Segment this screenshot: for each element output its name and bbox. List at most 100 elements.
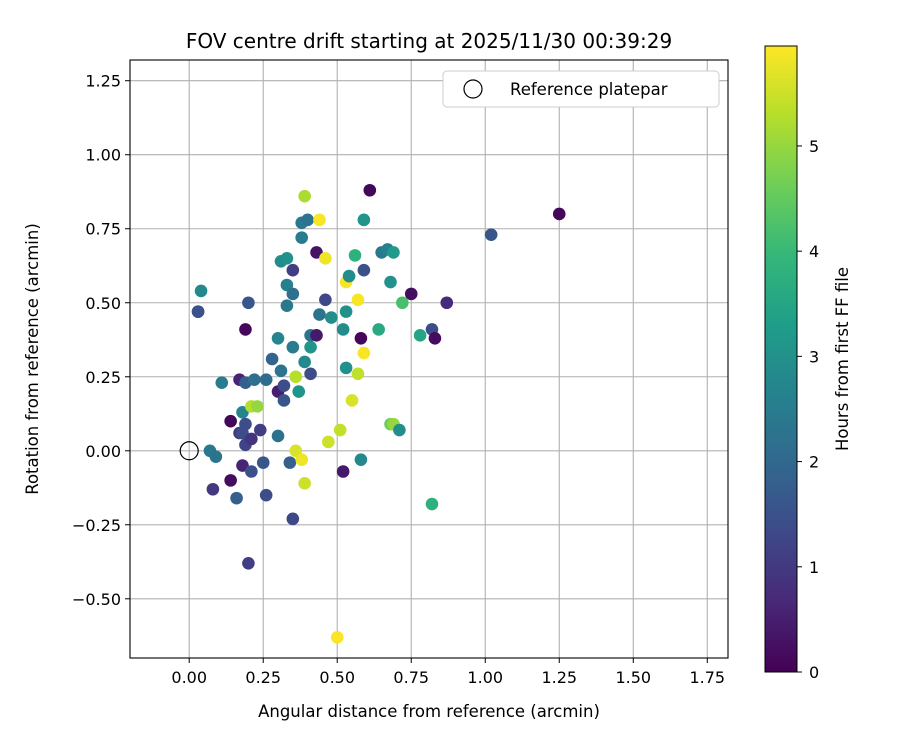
data-point [351,367,365,381]
x-axis-label: Angular distance from reference (arcmin) [258,702,600,721]
x-tick-label: 0.00 [171,668,207,687]
data-point [245,465,258,478]
data-point [224,474,237,487]
data-point [286,340,300,354]
y-tick-label: −0.25 [72,516,121,535]
data-point [339,305,353,318]
data-point [245,432,258,446]
data-point [325,311,338,324]
colorbar-tick-label: 0 [809,663,819,682]
legend-label-reference: Reference platepar [510,80,668,99]
data-point [413,329,427,342]
data-point [253,423,267,437]
data-point [313,213,326,227]
colorbar-tick-label: 1 [809,558,819,577]
data-point [357,346,371,360]
data-point [425,497,439,511]
data-point [224,414,237,428]
y-tick-label: 0.25 [85,368,121,387]
chart-title: FOV centre drift starting at 2025/11/30 … [186,29,672,53]
data-point [304,367,317,381]
y-tick-label: 0.50 [85,294,121,313]
data-point [484,228,498,241]
data-point [339,361,353,375]
y-tick-label: −0.50 [72,590,121,609]
data-point [348,249,362,262]
data-point [295,453,309,466]
data-point [345,394,359,407]
data-point [259,488,273,502]
data-point [280,252,294,265]
y-axis-label: Rotation from reference (arcmin) [23,223,42,495]
data-point [336,323,350,336]
data-point [298,189,311,203]
data-point [351,293,365,307]
data-point [319,252,332,265]
data-point [384,275,397,289]
plot-area-frame [129,59,729,659]
legend: Reference platepar [442,70,720,108]
data-point [239,323,252,336]
data-point [393,423,406,437]
data-point [271,429,285,443]
y-tick-label: 0.00 [85,442,121,461]
y-tick-label: 1.00 [85,146,121,165]
data-point [372,323,385,336]
data-point [277,379,291,392]
colorbar-tick-label: 4 [809,242,819,261]
data-point [295,231,309,244]
data-point [292,385,306,398]
data-point [333,423,347,437]
data-point [310,246,323,259]
x-tick-label: 1.25 [541,668,577,687]
data-point [236,405,249,419]
colorbar-label: Hours from first FF file [833,267,852,451]
data-point [286,512,300,526]
data-point [242,556,255,570]
data-point [428,331,442,345]
legend-reference-marker [463,79,483,99]
data-point [396,296,409,310]
data-point [404,287,418,301]
data-point [319,293,332,307]
y-axis-ticks: −0.50 −0.25 0.00 0.25 0.50 0.75 1.00 1.25 [72,72,130,609]
grid [130,60,728,658]
colorbar-tick-label: 3 [809,347,819,366]
data-point [552,207,566,221]
data-point [215,376,229,389]
data-point [206,482,220,496]
data-point [289,370,303,384]
data-point [354,453,368,466]
colorbar: 0 1 2 3 4 5 Hours from first FF file [764,45,852,682]
data-point [250,400,264,413]
data-point [259,373,273,387]
data-point [313,308,326,321]
y-tick-label: 0.75 [85,220,121,239]
data-point [256,456,270,469]
data-point [271,331,285,345]
colorbar-tick-label: 5 [809,137,819,156]
data-point [363,183,377,197]
data-point [280,278,294,292]
x-tick-label: 0.75 [393,668,429,687]
x-tick-label: 1.00 [467,668,503,687]
data-point [310,329,323,342]
data-point [298,477,311,490]
data-point [322,435,335,449]
data-point [354,331,368,345]
data-point [274,364,288,378]
data-point [440,296,454,310]
data-point [357,213,371,227]
data-point [239,417,252,431]
data-point [304,340,317,354]
data-point [336,465,350,478]
x-tick-label: 1.75 [689,668,725,687]
data-point [277,394,291,407]
data-point [236,459,249,472]
x-tick-label: 0.25 [245,668,281,687]
data-point [242,296,255,310]
data-point [286,287,300,301]
data-point [301,213,314,227]
y-tick-label: 1.25 [85,72,121,91]
